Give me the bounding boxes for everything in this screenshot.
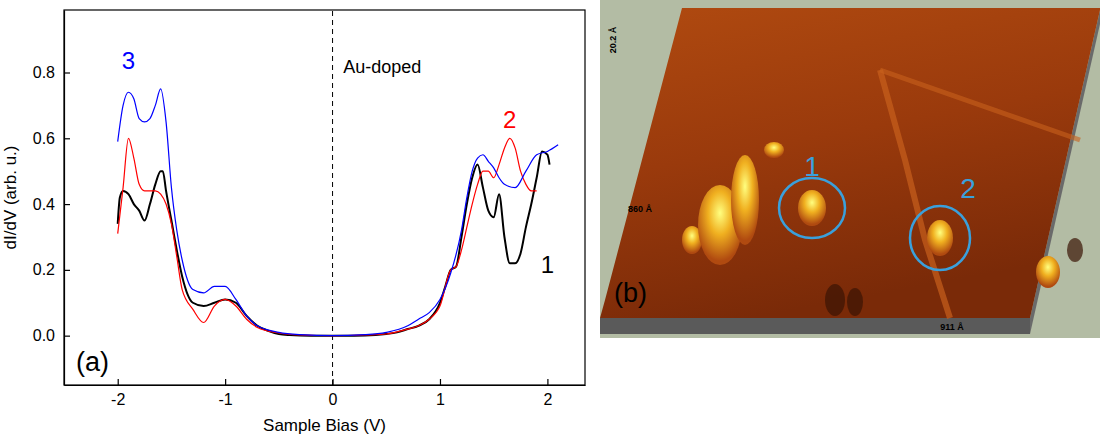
y-tick: 0.0 [33, 327, 70, 344]
marker-circle [779, 178, 845, 238]
surface [600, 8, 1100, 318]
x-tick-label: -1 [219, 391, 233, 408]
pit [825, 284, 845, 316]
adsorbate [1036, 256, 1060, 288]
marker-label: 1 [804, 151, 820, 182]
y-tick-mark [64, 138, 70, 139]
y-tick: 0.8 [33, 64, 70, 81]
curve-label: 1 [541, 251, 554, 278]
zero-bias-line [332, 10, 333, 385]
y-axis-line [64, 11, 65, 386]
x-tick-label: -2 [111, 391, 125, 408]
y-tick-label: 0.4 [33, 196, 55, 213]
y-tick-label: 0.8 [33, 64, 55, 81]
x-tick: 1 [436, 379, 445, 408]
scale-label: 20.2 Å [608, 26, 618, 53]
y-tick-label: 0.6 [33, 130, 55, 147]
stm-image: 1 2 20.2 Å 860 Å 911 Å (b) [600, 0, 1100, 338]
y-tick: 0.2 [33, 261, 70, 278]
y-axis: 0.0 0.2 0.4 0.6 0.8 [33, 11, 70, 386]
adsorbate [764, 142, 784, 158]
y-tick: 0.4 [33, 196, 70, 213]
y-tick-mark [64, 72, 70, 73]
x-tick-mark [440, 379, 441, 385]
spectrum-line [118, 89, 558, 336]
x-tick-label: 1 [436, 391, 445, 408]
x-tick: -2 [111, 379, 125, 408]
pit [1067, 238, 1083, 262]
x-tick: 0 [329, 379, 338, 408]
step-edge [880, 70, 1080, 140]
adsorbate [798, 190, 826, 226]
pit [847, 288, 863, 316]
x-tick-label: 2 [543, 391, 552, 408]
spectrum-line [118, 138, 537, 335]
plot-area [118, 10, 558, 385]
x-axis-line [65, 385, 586, 386]
y-tick-mark [64, 270, 70, 271]
x-tick-mark [225, 379, 226, 385]
x-axis-title: Sample Bias (V) [263, 416, 386, 435]
figure: -2 -1 0 1 2 0.0 0.2 0.4 0.6 0.8 Sample Bias (V) dI/… [0, 0, 1105, 441]
y-tick-mark [64, 336, 70, 337]
x-tick-mark [118, 379, 119, 385]
adsorbate [927, 220, 953, 256]
y-axis-title: dI/dV (arb. u.) [1, 146, 20, 250]
adsorbate [731, 155, 759, 245]
curve-label: 2 [503, 106, 516, 133]
y-tick-label: 0.2 [33, 261, 55, 278]
scale-label: 911 Å [940, 322, 964, 332]
panel-label: (a) [76, 347, 109, 377]
y-tick-label: 0.0 [33, 327, 55, 344]
x-tick-mark [547, 379, 548, 385]
slab-front [600, 318, 1030, 334]
x-axis: -2 -1 0 1 2 [65, 379, 586, 408]
spectrum-line [118, 151, 550, 335]
annotation: Au-doped [343, 57, 421, 77]
scale-label: 860 Å [628, 204, 653, 214]
y-tick: 0.6 [33, 130, 70, 147]
x-tick: -1 [219, 379, 233, 408]
marker-label: 2 [960, 173, 976, 204]
curve-label: 3 [122, 47, 135, 74]
x-tick-label: 0 [329, 391, 338, 408]
step-edge [880, 70, 950, 318]
image-background [600, 0, 1100, 338]
panel-label: (b) [614, 278, 647, 308]
marker-circle [910, 206, 970, 270]
x-tick: 2 [543, 379, 552, 408]
plot-frame [64, 10, 585, 385]
y-tick-mark [64, 204, 70, 205]
